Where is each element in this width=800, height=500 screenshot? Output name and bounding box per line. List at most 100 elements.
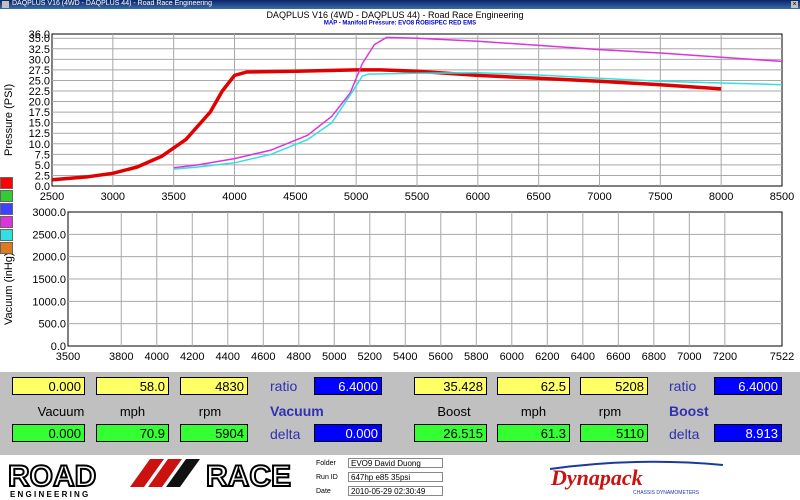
chart-1-xtick-9: 5400 <box>393 351 417 363</box>
chart-0-xtick-12: 8500 <box>770 191 794 203</box>
chart-0-ytick-12: 30.0 <box>29 54 50 66</box>
chart-1-xtick-6: 4800 <box>287 351 311 363</box>
right-bottom-boost-field: 26.515 <box>414 424 487 442</box>
chart-0-ytick-0: 0.0 <box>35 181 50 193</box>
right-channel-label: Boost <box>669 403 709 419</box>
chart-1-xtick-11: 5800 <box>464 351 488 363</box>
logo-race-text: RACE <box>206 460 291 493</box>
series-legend <box>0 177 14 255</box>
right-ratio-value: 6.4000 <box>714 377 782 395</box>
logo-engineering-text: E N G I N E E R I N G <box>10 490 88 499</box>
chart-0-xtick-2: 3500 <box>161 191 185 203</box>
left-mph-label: mph <box>119 404 146 419</box>
right-delta-value: 8.913 <box>714 424 782 442</box>
date-label: Date <box>316 488 331 495</box>
chart-1-xtick-19: 7522 <box>770 351 794 363</box>
chart-0-ytick-8: 20.0 <box>29 97 50 109</box>
chart-0-ytick-6: 15.0 <box>29 118 50 130</box>
chart-0-series-2 <box>173 72 783 170</box>
app-icon[interactable] <box>2 1 9 8</box>
right-delta-label: delta <box>669 426 700 442</box>
chart-1-xtick-0: 3500 <box>56 351 80 363</box>
legend-swatch-0[interactable] <box>0 177 13 189</box>
left-ratio-value: 6.4000 <box>314 377 382 395</box>
folder-label: Folder <box>316 460 336 467</box>
chart-1-ytick-5: 2500.0 <box>32 229 66 241</box>
runid-value: 647hp e85 35psi <box>348 472 443 482</box>
right-rpm-label: rpm <box>598 404 622 419</box>
chart-1-xtick-8: 5200 <box>358 351 382 363</box>
chart-0-series-1 <box>173 36 783 169</box>
date-value: 2010-05-29 02:30:49 <box>348 486 443 496</box>
right-top-boost-field: 35.428 <box>414 377 487 395</box>
chart-0-ytick-13: 32.5 <box>29 44 50 56</box>
left-top-vacuum-field: 0.000 <box>12 377 85 395</box>
chart-1-xtick-10: 5600 <box>429 351 453 363</box>
chart-0-ytick-5: 12.5 <box>29 128 50 140</box>
chart-header-subtitle: MAP - Manifold Pressure: EVO8 ROBISPEC R… <box>324 21 476 27</box>
chart-0-xtick-5: 5000 <box>344 191 368 203</box>
chart-0-ytick-3: 7.5 <box>35 149 50 161</box>
chart-1-ytick-6: 3000.0 <box>32 207 66 219</box>
legend-swatch-4[interactable] <box>0 229 13 241</box>
chart-0-ytick-9: 22.5 <box>29 86 50 98</box>
chart-1-xtick-15: 6600 <box>606 351 630 363</box>
chart-0-ytick-2: 5.0 <box>35 160 50 172</box>
logo-road-text: ROAD <box>8 460 96 493</box>
chart-0-xtick-7: 6000 <box>466 191 490 203</box>
chart-1-ytick-3: 1500.0 <box>32 274 66 286</box>
left-delta-value: 0.000 <box>314 424 382 442</box>
logo-stripe-1 <box>130 459 164 487</box>
chart-1-xtick-16: 6800 <box>642 351 666 363</box>
chart-1-xtick-13: 6200 <box>535 351 559 363</box>
vacuum-axis-label: Vacuum (inHg) <box>3 252 15 325</box>
chart-0-xtick-8: 6500 <box>526 191 550 203</box>
logo-stripe-2 <box>148 459 182 487</box>
chart-1-xtick-5: 4600 <box>251 351 275 363</box>
left-bottom-mph-field: 70.9 <box>96 424 169 442</box>
chart-0-ytick-10: 25.0 <box>29 75 50 87</box>
legend-swatch-2[interactable] <box>0 203 13 215</box>
chart-1-ytick-2: 1000.0 <box>32 296 66 308</box>
left-rpm-label: rpm <box>198 404 222 419</box>
chart-1-xtick-2: 4000 <box>145 351 169 363</box>
chart-0-xtick-1: 3000 <box>101 191 125 203</box>
right-top-rpm-field: 5208 <box>580 377 648 395</box>
folder-value: EVO9 David Duong <box>348 458 443 468</box>
right-boost-label: Boost <box>437 404 471 419</box>
chart-0-ytick-15: 36.0 <box>29 29 50 41</box>
chart-1-ytick-0: 0.0 <box>51 341 66 353</box>
logo-stripe-3 <box>166 459 200 487</box>
footer-bar: ROAD RACE E N G I N E E R I N G Folder E… <box>0 455 800 500</box>
right-mph-label: mph <box>520 404 547 419</box>
right-ratio-label: ratio <box>669 378 697 394</box>
chart-0-ytick-14: 35.0 <box>29 33 50 45</box>
legend-swatch-3[interactable] <box>0 216 13 228</box>
window-title: DAQPLUS V16 (4WD - DAQPLUS 44) - Road Ra… <box>12 0 212 7</box>
pressure-axis-label: Pressure (PSI) <box>3 83 15 156</box>
dynapack-sub-text: CHASSIS DYNAMOMETERS <box>633 490 700 496</box>
right-bottom-mph-field: 61.3 <box>497 424 570 442</box>
legend-swatch-5[interactable] <box>0 242 13 254</box>
chart-1-xtick-4: 4400 <box>216 351 240 363</box>
chart-0-ytick-11: 27.5 <box>29 65 50 77</box>
chart-0-xtick-10: 7500 <box>648 191 672 203</box>
close-icon[interactable]: × <box>791 1 798 8</box>
chart-1-xtick-7: 5000 <box>322 351 346 363</box>
dynapack-logo: Dynapack CHASSIS DYNAMOMETERS <box>549 460 724 496</box>
chart-0-series-0 <box>51 68 722 182</box>
chart-1-xtick-3: 4200 <box>180 351 204 363</box>
window-titlebar: DAQPLUS V16 (4WD - DAQPLUS 44) - Road Ra… <box>0 0 800 9</box>
left-vacuum-label: Vacuum <box>37 404 85 419</box>
left-ratio-label: ratio <box>270 378 298 394</box>
chart-1-xtick-17: 7000 <box>677 351 701 363</box>
chart-0-ytick-4: 10.0 <box>29 139 50 151</box>
charts-svg: DAQPLUS V16 (4WD - DAQPLUS 44) - Road Ra… <box>29 10 795 363</box>
chart-0-xtick-11: 8000 <box>709 191 733 203</box>
chart-0-ytick-1: 2.5 <box>35 170 50 182</box>
runid-label: Run ID <box>316 474 338 481</box>
legend-swatch-1[interactable] <box>0 190 13 202</box>
chart-0-xtick-3: 4000 <box>222 191 246 203</box>
dynapack-brand-text: Dynapack <box>550 465 643 490</box>
left-top-mph-field: 58.0 <box>96 377 169 395</box>
